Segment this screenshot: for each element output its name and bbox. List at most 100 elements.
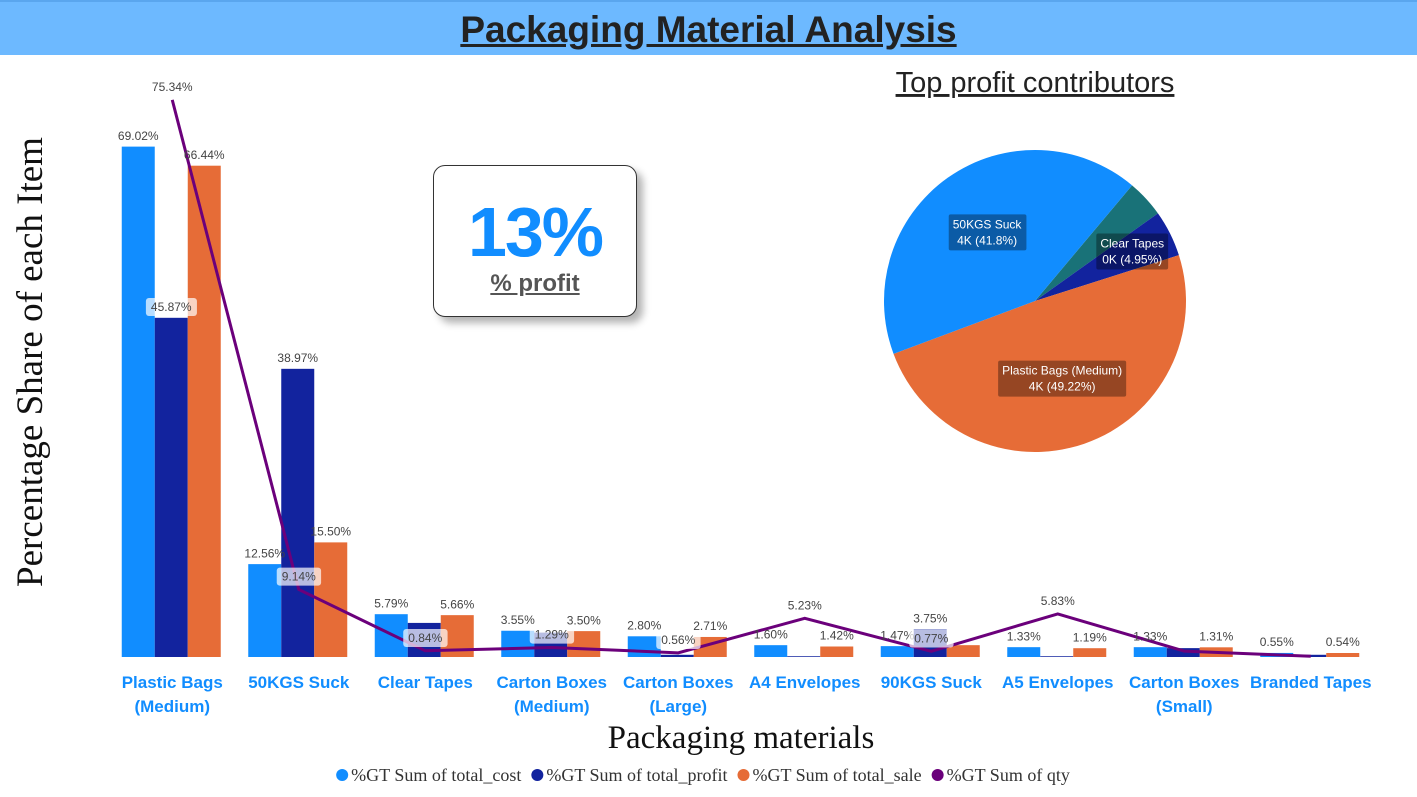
- data-label-bg: [276, 567, 322, 586]
- pie-label-bg: [998, 360, 1127, 397]
- data-label: 1.33%: [1007, 629, 1041, 643]
- pie-label-name: Plastic Bags (Medium): [1002, 364, 1122, 378]
- data-label: 1.33%: [1133, 629, 1167, 643]
- data-label: 0.55%: [1260, 635, 1294, 649]
- bar: [121, 146, 155, 657]
- legend-label: %GT Sum of qty: [947, 765, 1070, 785]
- x-tick-label: Clear Tapes: [377, 673, 473, 692]
- pie-label-value: 4K (41.8%): [957, 233, 1017, 247]
- data-label: 3.50%: [567, 613, 601, 627]
- header: Packaging Material Analysis: [0, 0, 1417, 55]
- data-label-bg: [146, 78, 198, 97]
- bar: [754, 645, 788, 657]
- data-label: 45.87%: [151, 300, 192, 314]
- data-label-bg: [908, 609, 953, 628]
- data-label: 5.66%: [440, 597, 474, 611]
- bar: [281, 368, 315, 657]
- data-label-bg: [145, 297, 197, 316]
- pie-label-name: Clear Tapes: [1100, 237, 1164, 251]
- data-label: 5.83%: [1041, 594, 1075, 608]
- x-tick-label: Branded Tapes: [1249, 673, 1372, 692]
- x-tick-label: Carton Boxes (Small): [1128, 673, 1240, 716]
- data-label-bg: [909, 629, 954, 648]
- x-tick-label: A4 Envelopes: [749, 673, 861, 692]
- data-label: 9.14%: [282, 570, 316, 584]
- pie-title: Top profit contributors: [896, 67, 1175, 99]
- data-label-bg: [782, 596, 828, 615]
- data-label: 5.79%: [374, 596, 408, 610]
- pie-slice: [893, 255, 1186, 452]
- data-label: 69.02%: [118, 129, 159, 143]
- data-label-bg: [529, 625, 575, 644]
- x-tick-label: A5 Envelopes: [1002, 673, 1114, 692]
- data-label: 2.71%: [693, 619, 727, 633]
- bar: [1133, 647, 1167, 657]
- bar: [820, 646, 854, 657]
- pie-slice: [1035, 213, 1179, 301]
- data-label: 0.77%: [914, 631, 948, 645]
- kpi-card: 13% % profit: [433, 165, 637, 317]
- pie-slice: [1035, 185, 1158, 301]
- bar: [880, 646, 914, 657]
- data-label: 0.54%: [1326, 635, 1360, 649]
- legend-label: %GT Sum of total_profit: [546, 765, 727, 785]
- data-label-bg: [272, 348, 324, 367]
- bar: [1073, 648, 1107, 657]
- x-tick-label: Carton Boxes (Medium): [496, 673, 608, 716]
- data-label: 1.47%: [880, 628, 914, 642]
- bar: [154, 317, 188, 657]
- x-tick-label: 50KGS Suck: [248, 673, 350, 692]
- x-tick-label: 90KGS Suck: [880, 673, 982, 692]
- data-label: 1.31%: [1199, 629, 1233, 643]
- bar: [660, 654, 694, 657]
- data-label: 38.97%: [277, 351, 318, 365]
- legend: %GT Sum of total_cost %GT Sum of total_pr…: [336, 765, 1070, 785]
- kpi-value: 13%: [467, 193, 604, 271]
- bar: [1166, 648, 1200, 657]
- legend-marker: [931, 769, 944, 781]
- data-label: 0.56%: [661, 633, 695, 647]
- pie-label-bg: [948, 214, 1027, 251]
- data-label-bg: [656, 631, 701, 650]
- pie-label-value: 4K (49.22%): [1029, 380, 1096, 394]
- kpi-label: % profit: [490, 270, 580, 297]
- data-label: 75.34%: [152, 80, 193, 94]
- bar: [946, 645, 980, 657]
- legend-label: %GT Sum of total_sale: [752, 765, 921, 785]
- data-label: 12.56%: [244, 546, 285, 560]
- data-label: 1.42%: [820, 629, 854, 643]
- data-label: 1.29%: [535, 628, 569, 642]
- line-series: [170, 99, 1311, 658]
- x-tick-label: Plastic Bags (Medium): [121, 673, 223, 716]
- data-label: 2.80%: [627, 618, 661, 632]
- data-label: 0.84%: [408, 631, 442, 645]
- bar: [248, 564, 282, 657]
- pie-label-name: 50KGS Suck: [953, 217, 1023, 231]
- pie-label-bg: [1096, 233, 1169, 270]
- legend-marker: [531, 769, 544, 781]
- x-tick-label: Carton Boxes (Large): [622, 673, 734, 716]
- x-axis-title: Packaging materials: [608, 720, 875, 756]
- bar: [787, 656, 821, 657]
- pie-slice: [884, 150, 1133, 354]
- data-label-bg: [403, 628, 448, 647]
- data-label: 1.19%: [1073, 630, 1107, 644]
- pie-label-value: 0K (4.95%): [1102, 253, 1162, 267]
- data-label: 1.60%: [754, 627, 788, 641]
- data-label: 15.50%: [310, 525, 351, 539]
- legend-marker: [737, 769, 750, 781]
- legend-marker: [336, 769, 349, 781]
- page-title: Packaging Material Analysis: [460, 9, 957, 50]
- data-label: 3.55%: [501, 613, 535, 627]
- bar: [501, 630, 535, 657]
- bar: [627, 636, 661, 657]
- data-label-bg: [1035, 592, 1081, 611]
- data-label: 5.23%: [788, 598, 822, 612]
- data-label: 66.44%: [184, 148, 225, 162]
- y-axis-title: Percentage Share of each Item: [10, 137, 51, 587]
- bar: [1326, 653, 1360, 657]
- bar: [1040, 656, 1074, 657]
- bar: [187, 165, 221, 658]
